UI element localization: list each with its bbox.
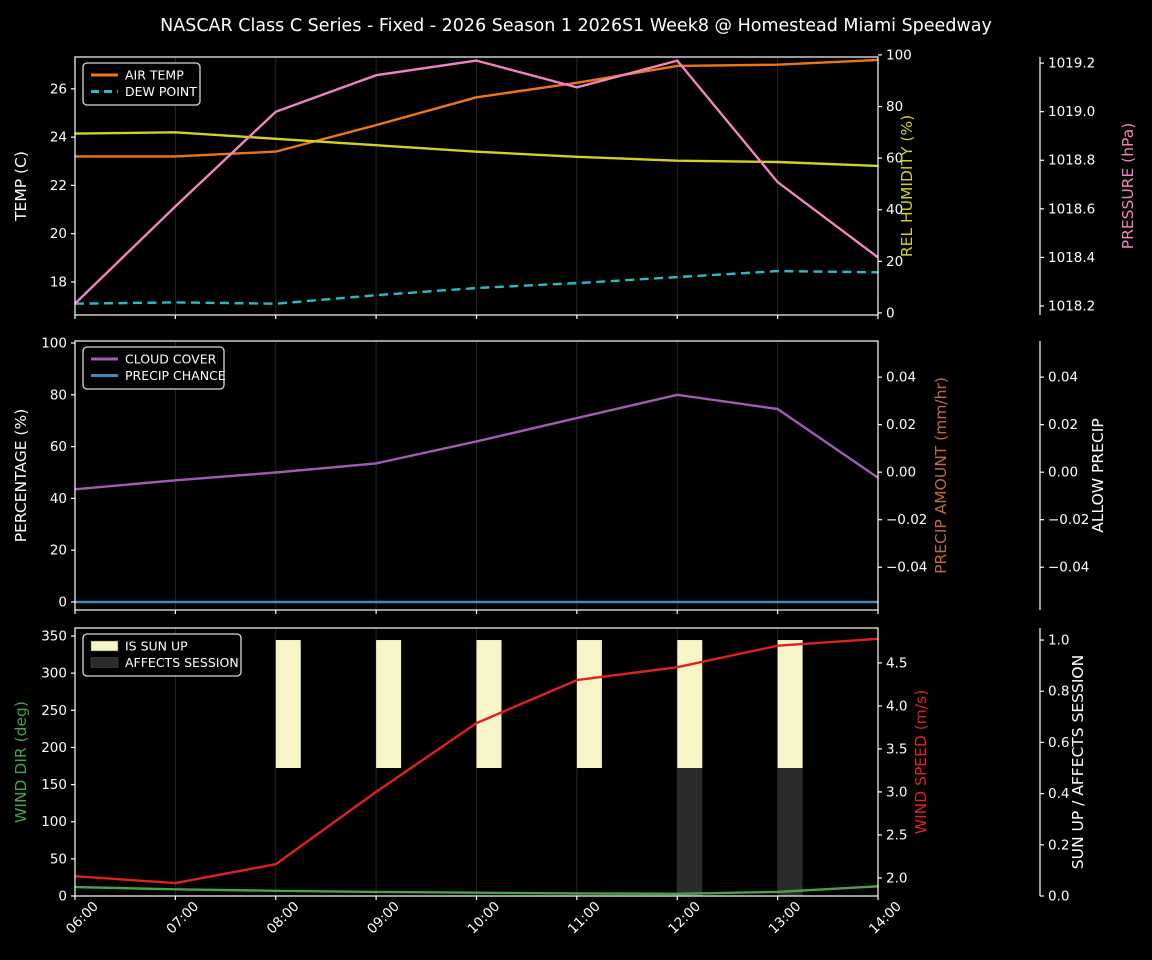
y-tick-label: 40 bbox=[50, 491, 67, 507]
x-tick-label: 06:00 bbox=[63, 899, 102, 938]
y-tick-label: 0.8 bbox=[1048, 684, 1069, 700]
y-tick-label: 18 bbox=[50, 274, 67, 290]
series-dew-point-line bbox=[74, 269, 879, 305]
y-tick-label: 100 bbox=[41, 335, 67, 351]
y-tick-label: 1018.8 bbox=[1048, 153, 1095, 169]
x-tick-label: 10:00 bbox=[465, 899, 504, 938]
y-tick-label: 0.00 bbox=[1048, 465, 1078, 481]
y-tick-label: 300 bbox=[41, 666, 67, 682]
left-axis-label: TEMP (C) bbox=[12, 151, 30, 222]
y-tick-label: 80 bbox=[50, 387, 67, 403]
y-tick-label: 1019.0 bbox=[1048, 104, 1095, 120]
x-tick-label: 09:00 bbox=[364, 899, 403, 938]
left-axis-label: WIND DIR (deg) bbox=[12, 701, 30, 823]
y-tick-label: 24 bbox=[50, 130, 67, 146]
y-tick-label: 100 bbox=[41, 814, 67, 830]
y-tick-label: 0 bbox=[58, 594, 67, 610]
series-cloud-cover-line bbox=[74, 393, 879, 491]
y-tick-label: 2.5 bbox=[886, 827, 907, 843]
series-pressure-line bbox=[74, 59, 879, 305]
x-tick-label: 07:00 bbox=[163, 899, 202, 938]
series-wind-speed-line bbox=[74, 637, 879, 885]
legend-item-label: AFFECTS SESSION bbox=[125, 655, 239, 670]
y-tick-label: 100 bbox=[886, 47, 912, 63]
y-tick-label: 0.02 bbox=[1048, 417, 1078, 433]
y-tick-label: 0 bbox=[58, 889, 67, 905]
y-tick-label: 0.02 bbox=[886, 417, 916, 433]
right-outer-axis-label: PRESSURE (hPa) bbox=[1119, 123, 1137, 250]
y-tick-label: 20 bbox=[50, 543, 67, 559]
is-sun-up-bar bbox=[777, 640, 803, 769]
y-tick-label: 1018.4 bbox=[1048, 250, 1095, 266]
legend-item-label: AIR TEMP bbox=[125, 68, 184, 83]
y-tick-label: 1018.2 bbox=[1048, 299, 1095, 315]
y-tick-label: 0.04 bbox=[1048, 370, 1078, 386]
series-rel-humidity-line bbox=[74, 131, 879, 168]
legend-item-label: PRECIP CHANCE bbox=[125, 368, 226, 383]
right-outer-axis-label: ALLOW PRECIP bbox=[1089, 418, 1107, 532]
y-tick-label: 20 bbox=[50, 226, 67, 242]
y-tick-label: 2.0 bbox=[886, 870, 907, 886]
y-tick-label: 0.4 bbox=[1048, 786, 1069, 802]
is-sun-up-bar bbox=[376, 640, 402, 769]
legend-swatch bbox=[90, 640, 119, 652]
is-sun-up-bar bbox=[576, 640, 602, 769]
y-tick-label: 26 bbox=[50, 81, 67, 97]
y-tick-label: −0.04 bbox=[1048, 560, 1089, 576]
y-tick-label: 4.0 bbox=[886, 698, 907, 714]
y-tick-label: 80 bbox=[886, 99, 903, 115]
legend-item-label: DEW POINT bbox=[125, 84, 197, 99]
y-tick-label: −0.02 bbox=[886, 512, 927, 528]
y-tick-label: 50 bbox=[50, 851, 67, 867]
y-tick-label: 0.2 bbox=[1048, 837, 1069, 853]
y-tick-label: 20 bbox=[886, 254, 903, 270]
y-tick-label: 0.04 bbox=[886, 370, 916, 386]
left-axis-label: PERCENTAGE (%) bbox=[12, 409, 30, 543]
y-tick-label: 0.0 bbox=[1048, 889, 1069, 905]
x-tick-label: 12:00 bbox=[665, 899, 704, 938]
y-tick-label: 40 bbox=[886, 202, 903, 218]
legend-swatch bbox=[90, 657, 119, 668]
affects-session-bar bbox=[777, 768, 803, 896]
right-inner-axis-label: WIND SPEED (m/s) bbox=[912, 690, 930, 834]
x-tick-label: 14:00 bbox=[866, 899, 905, 938]
y-tick-label: 60 bbox=[50, 439, 67, 455]
figure-title: NASCAR Class C Series - Fixed - 2026 Sea… bbox=[160, 16, 992, 36]
legend-box bbox=[82, 346, 225, 390]
y-tick-label: 0 bbox=[886, 305, 895, 321]
y-tick-label: 150 bbox=[41, 777, 67, 793]
y-tick-label: 1.0 bbox=[1048, 633, 1069, 649]
y-tick-label: 0.00 bbox=[886, 465, 916, 481]
right-inner-axis-label: PRECIP AMOUNT (mm/hr) bbox=[932, 377, 950, 574]
y-tick-label: 60 bbox=[886, 151, 903, 167]
y-tick-label: 4.5 bbox=[886, 655, 907, 671]
legend-item-label: IS SUN UP bbox=[125, 639, 188, 654]
is-sun-up-bar bbox=[476, 640, 502, 769]
x-tick-label: 08:00 bbox=[264, 899, 303, 938]
y-tick-label: 0.6 bbox=[1048, 735, 1069, 751]
y-tick-label: 250 bbox=[41, 703, 67, 719]
x-tick-label: 11:00 bbox=[565, 899, 604, 938]
series-air-temp-line bbox=[75, 58, 879, 158]
y-tick-label: 22 bbox=[50, 178, 67, 194]
legend-box bbox=[82, 633, 242, 677]
affects-session-bar bbox=[677, 768, 703, 896]
y-tick-label: 350 bbox=[41, 629, 67, 645]
y-tick-label: 3.0 bbox=[886, 784, 907, 800]
series-wind-dir-line bbox=[74, 885, 879, 895]
y-tick-label: 3.5 bbox=[886, 741, 907, 757]
y-tick-label: −0.02 bbox=[1048, 512, 1089, 528]
y-tick-label: 1019.2 bbox=[1048, 56, 1095, 72]
right-outer-axis-label: SUN UP / AFFECTS SESSION bbox=[1069, 655, 1087, 869]
x-tick-label: 13:00 bbox=[766, 899, 805, 938]
y-tick-label: −0.04 bbox=[886, 560, 927, 576]
legend-item-label: CLOUD COVER bbox=[125, 352, 217, 367]
is-sun-up-bar bbox=[275, 640, 301, 769]
y-tick-label: 200 bbox=[41, 740, 67, 756]
y-tick-label: 1018.6 bbox=[1048, 201, 1095, 217]
right-inner-axis-label: REL HUMIDITY (%) bbox=[898, 115, 916, 257]
is-sun-up-bar bbox=[677, 640, 703, 769]
